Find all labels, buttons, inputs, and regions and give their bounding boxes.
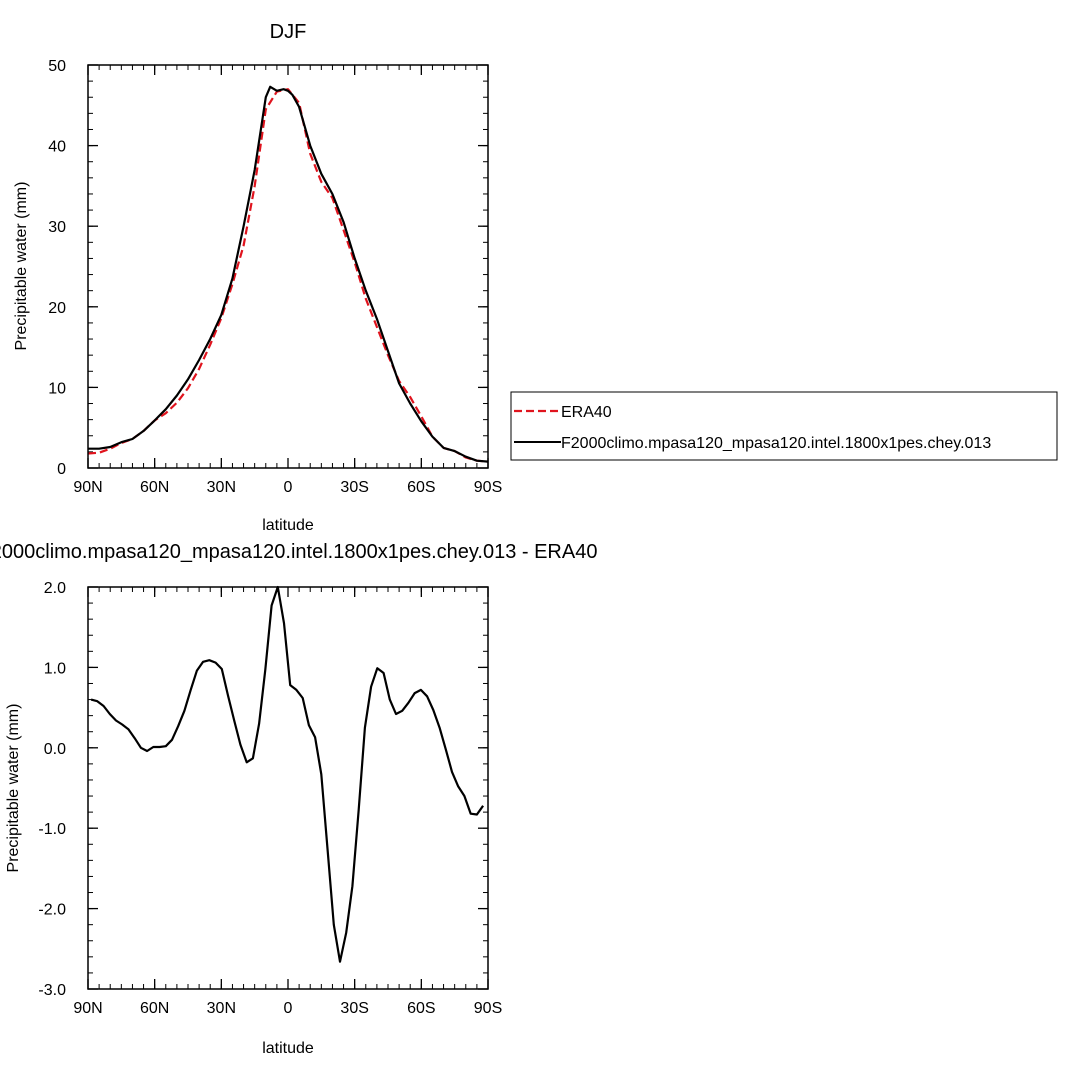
top-xtick-label: 30N	[207, 479, 236, 496]
bottom-ytick-label: 1.0	[44, 660, 66, 677]
top-ticks: 90N 60N 30N 0 30S 60S 90S 0 10 20 30 40 50	[48, 58, 502, 496]
bottom-xtick-label: 60S	[407, 1000, 435, 1017]
bottom-ytick-label: -3.0	[38, 982, 66, 999]
legend: ERA40 F2000climo.mpasa120_mpasa120.intel…	[510, 391, 1058, 461]
top-xtick-label: 90N	[73, 479, 102, 496]
top-ytick-label: 40	[48, 139, 66, 156]
top-xlabel: latitude	[262, 517, 314, 534]
bottom-ytick-label: -2.0	[38, 902, 66, 919]
top-xtick-label: 30S	[340, 479, 368, 496]
bottom-xlabel: latitude	[262, 1040, 314, 1057]
bottom-ylabel: Precipitable water (mm)	[5, 704, 22, 873]
top-plot-frame	[87, 64, 489, 469]
bottom-ytick-label: 0.0	[44, 741, 66, 758]
bottom-ytick-label: 2.0	[44, 580, 66, 597]
top-ylabel: Precipitable water (mm)	[13, 182, 30, 351]
top-series-line-f2000climo-mpasa120-mpasa120-intel-1800x1pes-chey-013	[88, 85, 489, 463]
bottom-ticks: 90N 60N 30N 0 30S 60S 90S -3.0 -2.0 -1.0 0.0 1.0 2.0	[38, 580, 502, 1017]
top-series	[87, 85, 489, 463]
bottom-plot-frame	[87, 586, 489, 990]
top-series-line-era40	[87, 88, 489, 463]
bottom-xtick-label: 30N	[207, 1000, 236, 1017]
top-xtick-label: 0	[284, 479, 293, 496]
top-panel: DJF Precipitable water (mm) latitude 90N…	[13, 21, 502, 534]
top-title: DJF	[270, 21, 307, 43]
bottom-panel: F2000climo.mpasa120_mpasa120.intel.1800x…	[0, 541, 597, 1057]
top-ytick-label: 50	[48, 58, 66, 75]
bottom-xtick-label: 0	[284, 1000, 293, 1017]
bottom-ytick-label: -1.0	[38, 821, 66, 838]
top-ytick-label: 10	[48, 380, 66, 397]
top-xtick-label: 60S	[407, 479, 435, 496]
top-xtick-label: 60N	[140, 479, 169, 496]
legend-label-era40: ERA40	[561, 404, 612, 421]
top-ytick-label: 20	[48, 300, 66, 317]
bottom-series	[90, 585, 484, 963]
top-xtick-label: 90S	[474, 479, 502, 496]
bottom-title: F2000climo.mpasa120_mpasa120.intel.1800x…	[0, 541, 597, 563]
legend-box	[510, 391, 1058, 461]
bottom-xtick-label: 90S	[474, 1000, 502, 1017]
bottom-xtick-label: 60N	[140, 1000, 169, 1017]
bottom-series-line-difference	[90, 585, 484, 963]
bottom-xtick-label: 30S	[340, 1000, 368, 1017]
legend-label-model: F2000climo.mpasa120_mpasa120.intel.1800x…	[561, 435, 991, 452]
top-ytick-label: 0	[57, 461, 66, 478]
top-ytick-label: 30	[48, 219, 66, 236]
bottom-xtick-label: 90N	[73, 1000, 102, 1017]
